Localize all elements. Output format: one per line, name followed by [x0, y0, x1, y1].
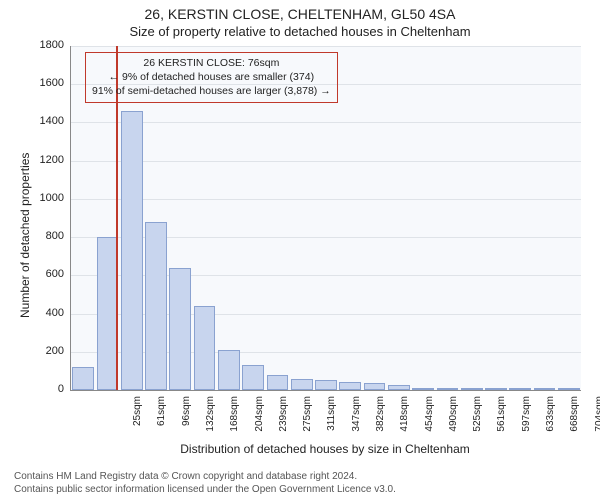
x-tick: 239sqm — [278, 396, 289, 442]
caption-line-2: Contains public sector information licen… — [14, 484, 396, 495]
histogram-bar — [121, 111, 143, 390]
histogram-bar — [412, 388, 434, 390]
y-tick: 400 — [28, 307, 64, 319]
x-tick: 382sqm — [375, 396, 386, 442]
y-tick: 1400 — [28, 115, 64, 127]
histogram-bar — [242, 365, 264, 390]
chart-subtitle: Size of property relative to detached ho… — [0, 24, 600, 39]
x-tick: 311sqm — [326, 396, 337, 442]
histogram-bar — [315, 380, 337, 391]
x-axis-label: Distribution of detached houses by size … — [70, 442, 580, 456]
grid-line — [71, 161, 581, 162]
x-tick: 168sqm — [229, 396, 240, 442]
histogram-bar — [437, 388, 459, 390]
histogram-bar — [194, 306, 216, 390]
x-tick: 61sqm — [156, 396, 167, 442]
histogram-bar — [72, 367, 94, 390]
histogram-bar — [388, 385, 410, 390]
histogram-bar — [485, 388, 507, 390]
annotation-line: 26 KERSTIN CLOSE: 76sqm — [92, 56, 331, 70]
x-tick: 347sqm — [351, 396, 362, 442]
x-tick: 418sqm — [399, 396, 410, 442]
x-tick: 704sqm — [594, 396, 600, 442]
x-tick: 132sqm — [205, 396, 216, 442]
chart-title: 26, KERSTIN CLOSE, CHELTENHAM, GL50 4SA — [0, 6, 600, 22]
y-tick: 600 — [28, 268, 64, 280]
x-tick: 204sqm — [254, 396, 265, 442]
plot-area: 26 KERSTIN CLOSE: 76sqm← 9% of detached … — [70, 46, 581, 391]
histogram-bar — [145, 222, 167, 390]
annotation-line: ← 9% of detached houses are smaller (374… — [92, 70, 331, 84]
histogram-bar — [267, 375, 289, 390]
x-tick: 454sqm — [424, 396, 435, 442]
histogram-bar — [169, 268, 191, 390]
histogram-bar — [534, 388, 556, 390]
x-tick: 633sqm — [545, 396, 556, 442]
y-tick: 800 — [28, 230, 64, 242]
histogram-bar — [558, 388, 580, 390]
grid-line — [71, 199, 581, 200]
x-tick: 275sqm — [302, 396, 313, 442]
x-tick: 490sqm — [448, 396, 459, 442]
histogram-bar — [97, 237, 119, 390]
histogram-bar — [364, 383, 386, 390]
caption: Contains HM Land Registry data © Crown c… — [14, 471, 586, 496]
x-tick: 96sqm — [181, 396, 192, 442]
x-tick: 561sqm — [496, 396, 507, 442]
x-tick: 597sqm — [521, 396, 532, 442]
caption-line-1: Contains HM Land Registry data © Crown c… — [14, 471, 357, 482]
histogram-bar — [461, 388, 483, 390]
histogram-bar — [218, 350, 240, 390]
annotation-box: 26 KERSTIN CLOSE: 76sqm← 9% of detached … — [85, 52, 338, 103]
y-tick: 1000 — [28, 192, 64, 204]
x-tick: 668sqm — [569, 396, 580, 442]
grid-line — [71, 46, 581, 47]
x-tick: 25sqm — [132, 396, 143, 442]
y-tick: 200 — [28, 345, 64, 357]
annotation-line: 91% of semi-detached houses are larger (… — [92, 84, 331, 98]
y-tick: 0 — [28, 383, 64, 395]
histogram-bar — [509, 388, 531, 390]
y-tick: 1200 — [28, 154, 64, 166]
y-tick: 1600 — [28, 77, 64, 89]
histogram-bar — [339, 382, 361, 390]
x-tick: 525sqm — [472, 396, 483, 442]
grid-line — [71, 122, 581, 123]
histogram-bar — [291, 379, 313, 390]
y-tick: 1800 — [28, 39, 64, 51]
